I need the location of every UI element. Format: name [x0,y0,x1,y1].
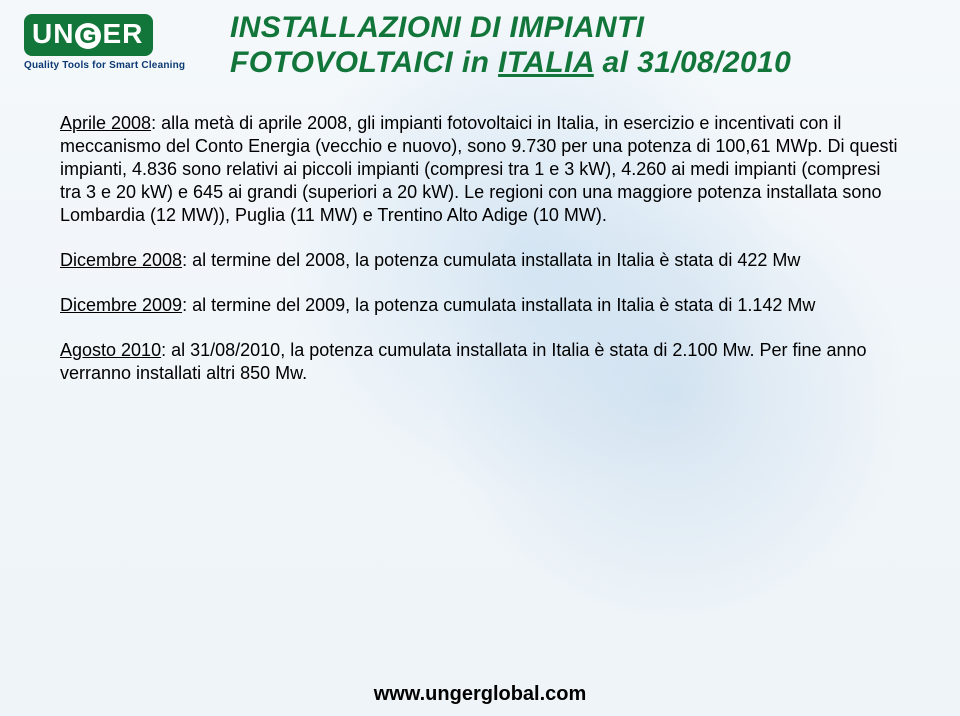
logo-mark: UNGER [24,14,153,56]
slide-body: Aprile 2008: alla metà di aprile 2008, g… [60,112,900,407]
logo-tagline: Quality Tools for Smart Cleaning [24,60,214,71]
title-line-1: INSTALLAZIONI DI IMPIANTI [230,10,930,45]
footer-url: www.ungerglobal.com [0,683,960,706]
logo-g: G [75,23,101,49]
paragraph-dec-2009: Dicembre 2009: al termine del 2009, la p… [60,294,900,317]
paragraph-dec-2008: Dicembre 2008: al termine del 2008, la p… [60,249,900,272]
text-dec-2009: : al termine del 2009, la potenza cumula… [182,295,815,315]
paragraph-apr-2008: Aprile 2008: alla metà di aprile 2008, g… [60,112,900,227]
brand-logo: UNGER Quality Tools for Smart Cleaning [24,14,214,71]
lead-dec-2009: Dicembre 2009 [60,295,182,315]
slide-title: INSTALLAZIONI DI IMPIANTI FOTOVOLTAICI i… [230,10,930,81]
lead-apr-2008: Aprile 2008 [60,113,151,133]
text-aug-2010: : al 31/08/2010, la potenza cumulata ins… [60,340,867,383]
text-dec-2008: : al termine del 2008, la potenza cumula… [182,250,800,270]
lead-dec-2008: Dicembre 2008 [60,250,182,270]
text-apr-2008: : alla metà di aprile 2008, gli impianti… [60,113,897,225]
logo-pre: UN [32,18,74,49]
lead-aug-2010: Agosto 2010 [60,340,161,360]
title-line-2: FOTOVOLTAICI in ITALIA al 31/08/2010 [230,45,930,80]
paragraph-aug-2010: Agosto 2010: al 31/08/2010, la potenza c… [60,339,900,385]
title-line-2b: al 31/08/2010 [594,46,791,79]
title-line-2a: FOTOVOLTAICI in [230,46,498,79]
title-line-2-underline: ITALIA [498,46,594,79]
logo-post: ER [102,18,143,49]
logo-text: UNGER [32,18,143,49]
